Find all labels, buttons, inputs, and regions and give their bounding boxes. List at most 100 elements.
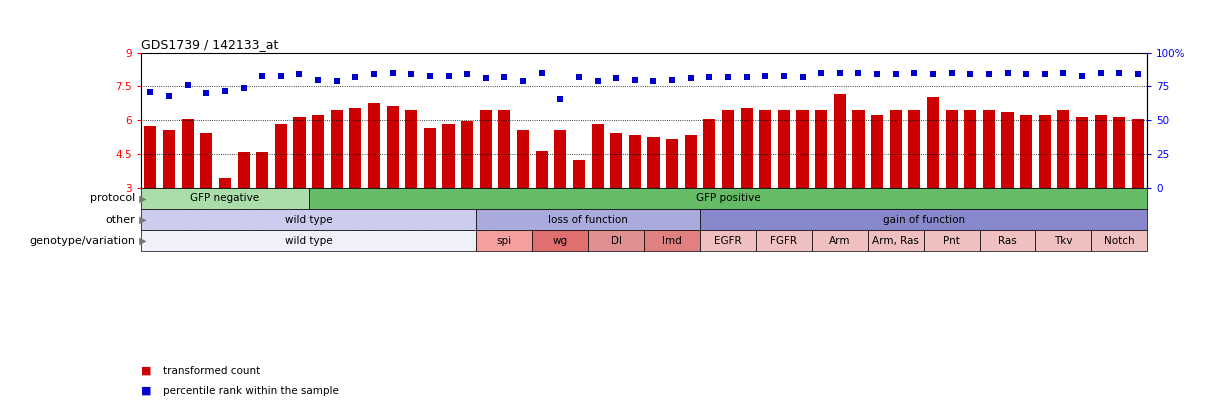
Point xyxy=(569,74,589,80)
Bar xyxy=(309,188,1147,209)
Bar xyxy=(275,124,287,188)
Text: other: other xyxy=(106,215,135,224)
Text: Notch: Notch xyxy=(1104,236,1135,245)
Point xyxy=(606,75,626,81)
Point xyxy=(551,96,571,102)
Point xyxy=(420,72,439,79)
Point xyxy=(141,89,161,95)
Point xyxy=(1109,70,1129,76)
Point xyxy=(383,70,402,76)
Point xyxy=(290,71,309,77)
Bar xyxy=(293,117,306,188)
Point xyxy=(476,75,496,81)
Point xyxy=(663,77,682,83)
Bar xyxy=(703,119,715,188)
Point xyxy=(271,72,291,79)
Point xyxy=(1128,71,1147,77)
Point xyxy=(756,72,775,79)
Bar xyxy=(815,110,827,188)
Bar xyxy=(1036,230,1091,251)
Bar xyxy=(924,230,979,251)
Bar xyxy=(834,94,845,188)
Text: Arm: Arm xyxy=(829,236,850,245)
Bar xyxy=(461,122,474,188)
Point xyxy=(904,70,924,76)
Point xyxy=(737,74,757,80)
Text: ■: ■ xyxy=(141,386,152,396)
Bar xyxy=(256,152,269,188)
Point xyxy=(774,72,794,79)
Point xyxy=(588,78,607,84)
Text: wild type: wild type xyxy=(285,215,333,224)
Point xyxy=(699,74,719,80)
Point xyxy=(458,71,477,77)
Point xyxy=(829,70,849,76)
Bar xyxy=(588,230,644,251)
Bar xyxy=(331,110,342,188)
Point xyxy=(364,71,384,77)
Point xyxy=(531,70,551,76)
Bar xyxy=(517,130,529,188)
Point xyxy=(961,71,980,77)
Bar xyxy=(423,128,436,188)
Point xyxy=(923,71,942,77)
Point xyxy=(346,74,366,80)
Text: wild type: wild type xyxy=(285,236,333,245)
Text: loss of function: loss of function xyxy=(548,215,628,224)
Bar xyxy=(1020,115,1032,188)
Point xyxy=(793,74,812,80)
Bar xyxy=(1113,117,1125,188)
Point xyxy=(1016,71,1036,77)
Bar xyxy=(964,110,977,188)
Point xyxy=(513,78,533,84)
Bar xyxy=(778,110,790,188)
Text: Dl: Dl xyxy=(611,236,622,245)
Text: spi: spi xyxy=(497,236,512,245)
Point xyxy=(1034,71,1054,77)
Point xyxy=(811,70,831,76)
Point xyxy=(326,78,346,84)
Point xyxy=(494,74,514,80)
Text: ▶: ▶ xyxy=(136,194,147,203)
Point xyxy=(644,78,664,84)
Bar xyxy=(1039,115,1050,188)
Bar xyxy=(908,110,920,188)
Bar xyxy=(573,160,585,188)
Point xyxy=(681,75,701,81)
Bar xyxy=(163,130,175,188)
Bar xyxy=(480,110,492,188)
Bar xyxy=(610,133,622,188)
Point xyxy=(196,90,216,96)
Point xyxy=(867,71,887,77)
Bar xyxy=(476,230,533,251)
Point xyxy=(625,77,644,83)
Point xyxy=(979,71,999,77)
Bar xyxy=(182,119,194,188)
Bar xyxy=(648,137,660,188)
Text: ■: ■ xyxy=(141,366,152,375)
Text: protocol: protocol xyxy=(90,194,135,203)
Bar xyxy=(405,110,417,188)
Bar xyxy=(218,178,231,188)
Bar xyxy=(1091,230,1147,251)
Bar xyxy=(666,139,679,188)
Bar xyxy=(476,209,701,230)
Bar xyxy=(1131,119,1144,188)
Bar xyxy=(685,135,697,188)
Text: Pnt: Pnt xyxy=(944,236,960,245)
Bar xyxy=(141,188,309,209)
Text: gain of function: gain of function xyxy=(882,215,964,224)
Text: lmd: lmd xyxy=(663,236,682,245)
Text: genotype/variation: genotype/variation xyxy=(29,236,135,245)
Bar xyxy=(536,151,547,188)
Text: FGFR: FGFR xyxy=(771,236,798,245)
Text: EGFR: EGFR xyxy=(714,236,742,245)
Bar xyxy=(145,126,157,188)
Bar xyxy=(238,152,249,188)
Text: Ras: Ras xyxy=(998,236,1017,245)
Text: wg: wg xyxy=(553,236,568,245)
Bar xyxy=(701,209,1147,230)
Point xyxy=(253,72,272,79)
Point xyxy=(215,87,234,94)
Bar xyxy=(368,103,380,188)
